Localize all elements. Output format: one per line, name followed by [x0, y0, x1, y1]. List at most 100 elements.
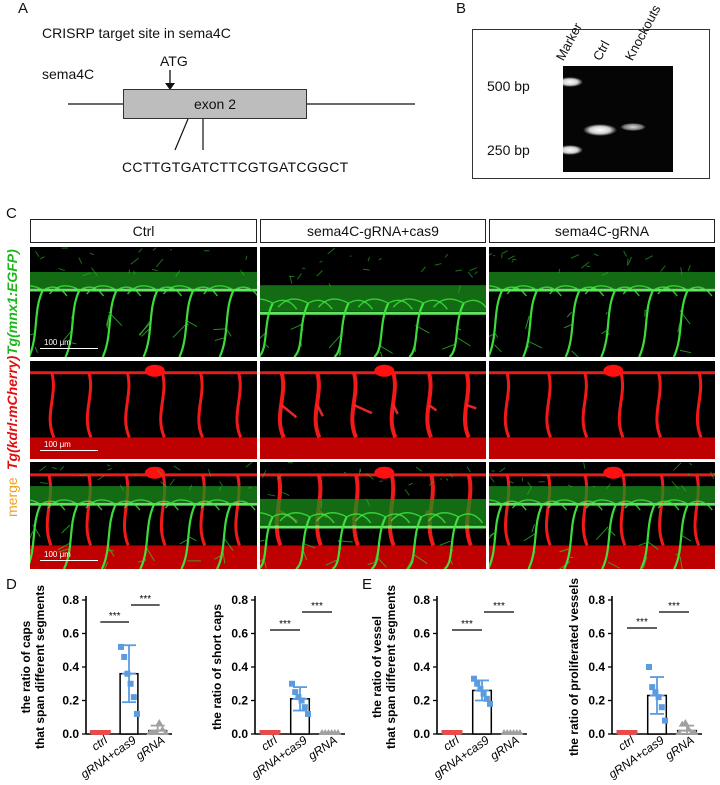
row-label-kdrl: Tg(kdrl:mCherry) [4, 356, 20, 470]
row-label-mnx1: Tg(mnx1:EGFP) [4, 249, 20, 355]
axon-branch [154, 501, 178, 510]
intersegmental-vessel [583, 373, 587, 438]
dorsal-fibre [469, 268, 476, 271]
motor-neuron-axon [566, 290, 580, 357]
vessel-blob [603, 467, 623, 479]
dorsal-fibre [500, 468, 506, 472]
scale-bar [40, 348, 98, 349]
axon-fibre [440, 541, 451, 545]
dorsal-fibre [661, 266, 666, 272]
axon-branch [80, 287, 104, 296]
scale-bar [40, 560, 98, 561]
intersegmental-vessel [506, 475, 510, 546]
gel-image [563, 66, 673, 172]
axon-fibre [526, 316, 530, 329]
axon-fibre [72, 343, 77, 344]
dorsal-fibre [455, 270, 462, 271]
intersegmental-vessel [124, 475, 128, 546]
micrograph-kdrl-gRNA-cas9 [260, 361, 486, 459]
motor-neuron-axon [294, 303, 308, 357]
axial-vessels [260, 437, 486, 459]
dorsal-fibre [139, 248, 143, 252]
intersegmental-vessel [697, 373, 701, 438]
intersegmental-vessel [161, 373, 165, 438]
zoom-line-left [175, 119, 188, 150]
scale-bar-label: 100 μm [44, 338, 71, 347]
motor-neuron-axon [674, 290, 688, 357]
x-tick-label: gRNA [133, 733, 167, 763]
data-point [633, 730, 638, 734]
micrograph-mnx1-gRNA-cas9 [260, 247, 486, 357]
data-point [156, 719, 163, 725]
x-tick-label: gRNA [487, 733, 521, 763]
micrograph-kdrl-ctrl: 100 μm [30, 361, 257, 459]
dorsal-fibre [246, 462, 252, 467]
y-tick-label: 0.6 [231, 627, 248, 641]
vessel-blob [603, 365, 623, 377]
dorsal-fibre [594, 254, 599, 256]
axon-fibre [260, 540, 265, 543]
axon-branch [615, 287, 639, 296]
dorsal-fibre [58, 268, 64, 270]
target-sequence: CCTTGTGATCTTCGTGATCGGCT [122, 159, 348, 175]
axon-branch [688, 287, 712, 296]
dorsal-fibre [40, 257, 44, 259]
motor-neuron-axon [103, 290, 117, 357]
axon-fibre [494, 345, 501, 352]
micrograph-kdrl-gRNA [489, 361, 715, 459]
dorsal-fibre [688, 265, 690, 271]
dorsal-fibre [108, 469, 112, 470]
y-tick-label: 0.0 [413, 727, 430, 741]
dorsal-fibre [628, 257, 631, 265]
dorsal-fibre [220, 482, 223, 487]
y-tick-label: 0.8 [62, 593, 79, 607]
intersegmental-vessel [621, 475, 625, 546]
axon-fibre [380, 346, 392, 354]
y-tick-label: 0.2 [62, 694, 79, 708]
axon-fibre [213, 329, 225, 330]
y-tick-label: 0.6 [588, 627, 605, 641]
col-header-ctrl: Ctrl [30, 219, 257, 243]
dorsal-fibre [282, 492, 289, 495]
dorsal-fibre [405, 490, 409, 496]
dorsal-fibre [559, 269, 560, 273]
axial-vessels [489, 437, 715, 459]
x-tick-label: gRNA+cas9 [431, 733, 492, 780]
y-axis-label: the ratio of vessel [370, 616, 384, 718]
dorsal-fibre [435, 264, 442, 266]
intersegmental-vessel [47, 475, 51, 546]
dorsal-fibre [363, 269, 369, 270]
axon-fibre [532, 524, 534, 532]
axon-branch [41, 501, 65, 510]
y-axis-label: the ratio of short caps [210, 604, 224, 730]
micrograph-mnx1-gRNA [489, 247, 715, 357]
sig-label: *** [279, 619, 291, 630]
scale-bar-label: 100 μm [44, 550, 71, 559]
y-tick-label: 0.4 [588, 660, 605, 674]
x-tick-label: gRNA+cas9 [249, 733, 310, 780]
x-tick-label: gRNA [662, 733, 696, 763]
scale-bar-label: 100 μm [44, 440, 71, 449]
dorsal-fibre [268, 494, 276, 495]
data-point [106, 730, 111, 734]
exon-box: exon 2 [123, 89, 307, 119]
axon-fibre [456, 337, 471, 346]
axon-fibre [606, 312, 607, 314]
motor-neuron-axon [489, 290, 502, 357]
intersegmental-vessel [237, 373, 241, 438]
motor-neuron-axon [260, 303, 273, 357]
intersegmental-vessel [201, 475, 205, 546]
data-point [659, 704, 665, 710]
dorsal-fibre [467, 467, 470, 472]
axon-fibre [180, 540, 188, 544]
axon-fibre [596, 527, 608, 540]
vessel-blob [374, 365, 394, 377]
sig-label: *** [493, 601, 505, 612]
axon-fibre [564, 324, 572, 327]
data-point [121, 654, 127, 660]
micrograph-merge-gRNA-cas9 [260, 462, 486, 569]
micrograph-merge-ctrl: 100 μm [30, 462, 257, 569]
y-axis-label: that span different segments [33, 585, 47, 749]
axon-fibre [265, 344, 269, 348]
y-axis-label: the ratio of caps [19, 620, 33, 713]
